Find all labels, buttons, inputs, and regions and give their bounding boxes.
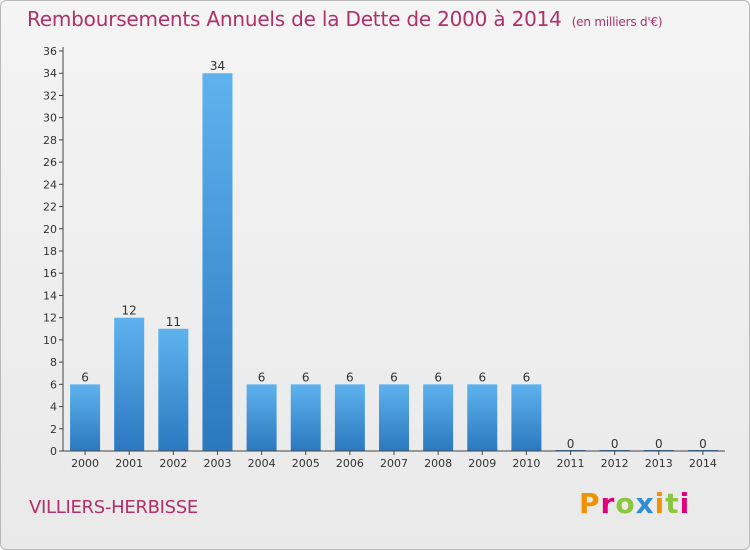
x-axis: 2000 2001 2002 2003 2004 2005 2006 2007 2008 2009… [63,450,725,470]
x-tick-label-2013: 2013 [645,457,673,470]
data-label-2004: 6 [258,370,266,384]
bar-2004 [246,384,277,451]
x-tick-label-2005: 2005 [292,457,320,470]
y-tick-label: 18 [43,245,57,258]
bar-2010 [511,384,542,451]
x-tick-label-2008: 2008 [424,457,452,470]
y-tick-label: 28 [43,134,57,147]
data-label-2011: 0 [567,437,575,451]
bar-2002 [158,328,189,451]
y-tick-label: 24 [43,178,57,191]
x-tick-label-2011: 2011 [557,457,585,470]
data-label-2008: 6 [434,370,442,384]
bar-2000 [70,384,101,451]
x-tick-label-2001: 2001 [115,457,143,470]
y-tick-label: 0 [50,445,57,458]
y-tick-label: 10 [43,334,57,347]
commune-name: VILLIERS-HERBISSE [29,497,198,518]
y-tick-label: 2 [50,423,57,436]
x-tick-label-2009: 2009 [468,457,496,470]
y-tick-label: 30 [43,112,57,125]
x-tick-label-2006: 2006 [336,457,364,470]
data-label-2005: 6 [302,370,310,384]
x-tick-label-2012: 2012 [601,457,629,470]
x-tick-label-2003: 2003 [203,457,231,470]
x-tick-label-2000: 2000 [71,457,99,470]
x-tick-label-2002: 2002 [159,457,187,470]
y-tick-label: 6 [50,378,57,391]
y-tick-label: 22 [43,201,57,214]
data-label-2006: 6 [346,370,354,384]
data-label-2002: 11 [166,315,181,329]
y-tick-label: 16 [43,267,57,280]
bar-2005 [290,384,321,451]
bar-2007 [379,384,409,451]
data-label-2001: 12 [122,304,137,318]
x-tick-label-2007: 2007 [380,457,408,470]
y-tick-label: 4 [50,401,57,414]
chart-subtitle: (en milliers d'€) [571,15,663,29]
bar-2001 [114,317,145,451]
y-tick-label: 32 [43,89,57,102]
proxiti-logo: Proxiti [579,487,691,520]
bar-2003 [202,73,233,451]
data-label-2007: 6 [390,370,398,384]
x-tick-label-2004: 2004 [248,457,276,470]
y-tick-label: 34 [43,67,57,80]
y-tick-label: 12 [43,312,57,325]
data-label-2010: 6 [523,370,531,384]
y-tick-label: 20 [43,223,57,236]
data-label-2009: 6 [478,370,486,384]
bar-2006 [334,384,365,451]
data-label-2003: 34 [210,59,225,73]
y-tick-label: 14 [43,289,57,302]
bar-2008 [423,384,454,451]
data-label-2014: 0 [699,437,707,451]
bars: 6 12 11 34 6 6 6 6 6 6 6 0 0 0 0 [70,59,718,451]
y-tick-label: 36 [43,45,57,58]
x-tick-label-2014: 2014 [689,457,717,470]
y-tick-label: 26 [43,156,57,169]
data-label-2013: 0 [655,437,663,451]
data-label-2012: 0 [611,437,619,451]
x-tick-label-2010: 2010 [512,457,540,470]
y-tick-label: 8 [50,356,57,369]
bar-2009 [467,384,498,451]
chart-title: Remboursements Annuels de la Dette de 20… [27,7,663,31]
data-label-2000: 6 [81,370,89,384]
